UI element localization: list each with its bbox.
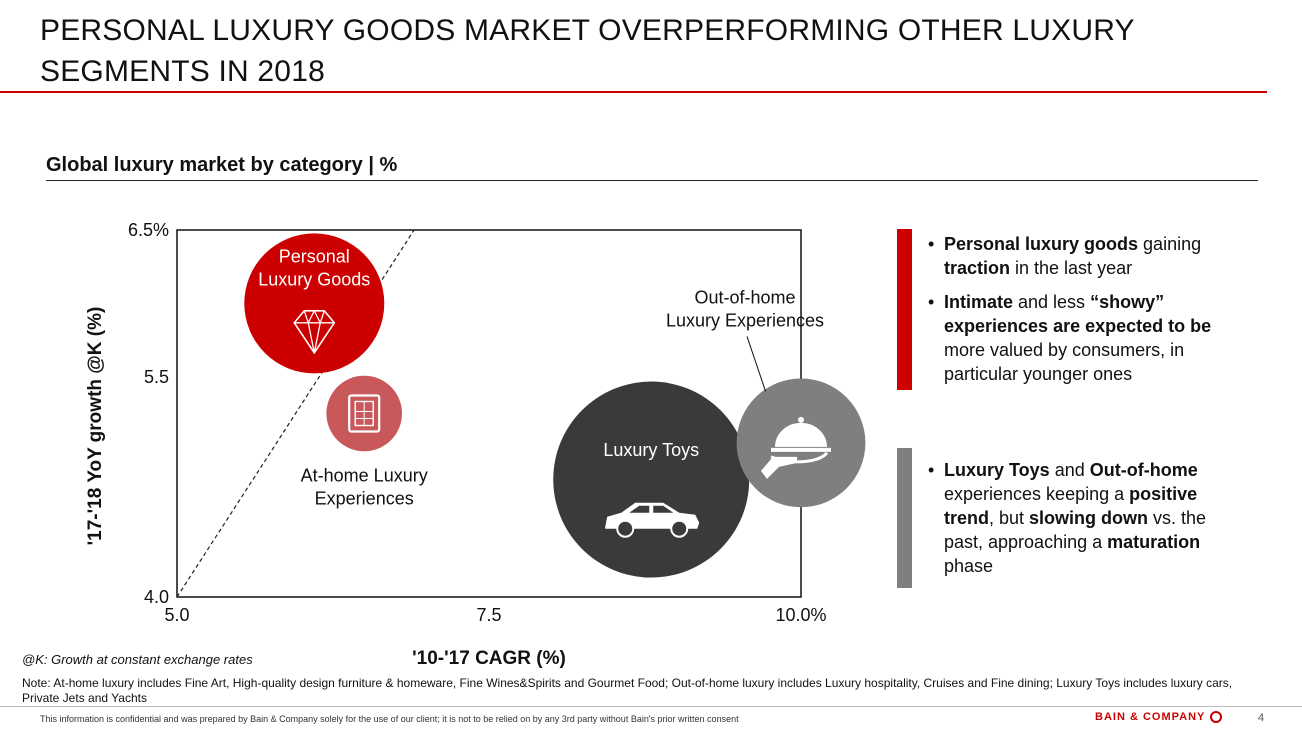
highlight-bar-grey [897,448,912,588]
category-note: Note: At-home luxury includes Fine Art, … [22,676,1233,705]
k-footnote: @K: Growth at constant exchange rates [22,652,253,667]
highlight-bar-red [897,229,912,390]
bubble-label: Luxury Goods [258,269,370,289]
bubble-label: Out-of-home [694,287,795,307]
cloche-icon [761,416,831,479]
confidentiality-notice: This information is confidential and was… [40,714,739,724]
x-tick-label: 10.0% [775,605,826,625]
bubble-label: Personal [279,246,350,266]
brand-logo: BAIN & COMPANY [1095,711,1223,723]
subtitle-divider [46,180,1258,181]
brand-mark-icon [1210,711,1223,723]
y-tick-label: 6.5% [128,220,169,240]
bullet-intimate-experiences: Intimate and less “showy” experiences ar… [926,290,1246,386]
footer-divider [0,706,1302,707]
y-tick-label: 5.5 [144,367,169,387]
chart-subtitle: Global luxury market by category | % [46,154,398,176]
bubble-personal-luxury-goods [244,233,385,374]
bubble-label: At-home Luxury [301,465,428,485]
bullet-group-top: Personal luxury goods gaining traction i… [926,232,1246,396]
bubble-label: Luxury Toys [603,440,699,460]
y-axis-title: '17-'18 YoY growth @K (%) [85,306,106,546]
label-leader-line [746,336,767,392]
painting-frame-icon [348,394,381,433]
bullet-toys-out-of-home: Luxury Toys and Out-of-home experiences … [926,458,1246,578]
x-tick-label: 5.0 [164,605,189,625]
bubble-luxury-toys [553,381,750,578]
x-tick-label: 7.5 [476,605,501,625]
page-number: 4 [1258,712,1265,724]
diamond-icon [293,309,336,355]
x-axis-title: '10-'17 CAGR (%) [412,648,566,669]
title-divider [0,91,1267,93]
bubble-label: Luxury Experiences [666,310,824,330]
y-tick-label: 4.0 [144,587,169,607]
bullet-personal-goods: Personal luxury goods gaining traction i… [926,232,1246,280]
page-title: PERSONAL LUXURY GOODS MARKET OVERPERFORM… [40,14,1135,88]
bullet-group-bottom: Luxury Toys and Out-of-home experiences … [926,458,1246,588]
bubble-label: Experiences [315,488,414,508]
brand-name: BAIN & COMPANY [1095,711,1206,723]
car-icon [605,502,700,538]
